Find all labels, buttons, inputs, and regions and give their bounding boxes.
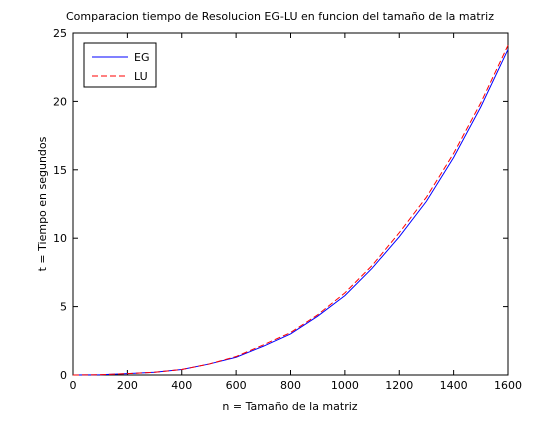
legend: EG LU <box>83 42 157 88</box>
chart-title: Comparacion tiempo de Resolucion EG-LU e… <box>66 10 494 23</box>
legend-box <box>83 42 157 88</box>
plot-frame <box>72 32 509 376</box>
x-axis-ticks: 0 200 400 600 800 1000 1200 1400 1600 <box>70 33 522 392</box>
x-tick-label: 1400 <box>440 379 468 392</box>
series-layer <box>72 45 509 376</box>
y-tick-label: 25 <box>53 27 67 40</box>
series-line-lu <box>72 45 509 376</box>
x-tick-label: 800 <box>280 379 301 392</box>
x-tick-label: 200 <box>117 379 138 392</box>
x-tick-label: 0 <box>70 379 77 392</box>
x-tick-label: 1000 <box>331 379 359 392</box>
y-tick-label: 10 <box>53 232 67 245</box>
plot-area <box>72 32 509 376</box>
legend-label-eg: EG <box>134 51 149 64</box>
y-tick-label: 20 <box>53 95 67 108</box>
y-tick-label: 15 <box>53 164 67 177</box>
x-tick-label: 400 <box>171 379 192 392</box>
legend-label-lu: LU <box>134 70 148 83</box>
x-axis-label: n = Tamaño de la matriz <box>222 400 357 413</box>
x-tick-label: 1600 <box>494 379 522 392</box>
y-axis-label: t = Tiempo en segundos <box>36 136 49 271</box>
x-tick-label: 1200 <box>385 379 413 392</box>
y-tick-label: 0 <box>60 369 67 382</box>
x-tick-label: 600 <box>226 379 247 392</box>
y-axis-ticks: 0 5 10 15 20 25 <box>53 27 508 382</box>
y-tick-label: 5 <box>60 301 67 314</box>
